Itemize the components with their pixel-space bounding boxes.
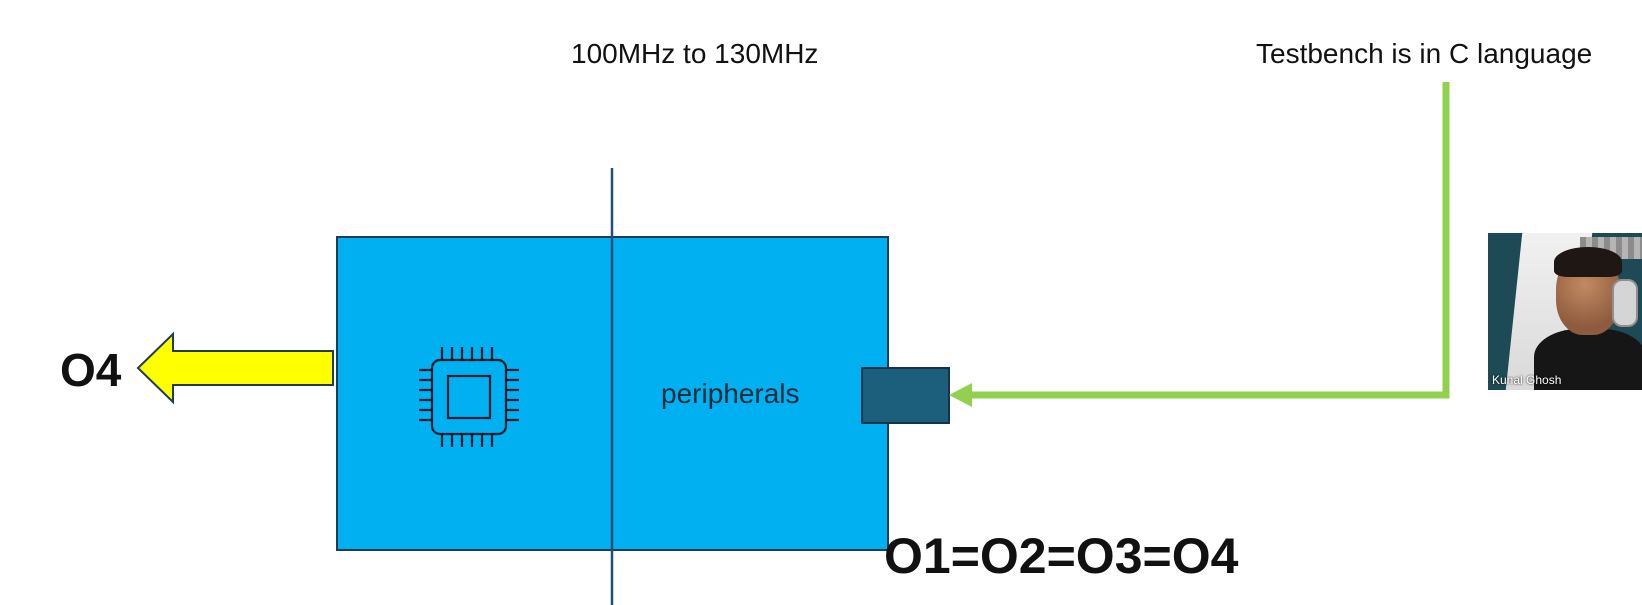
participant-video-tile[interactable]: Kunal Ghosh	[1488, 233, 1642, 390]
peripherals-label: peripherals	[661, 378, 800, 409]
headset-icon	[1612, 279, 1638, 327]
output-label: O4	[60, 344, 122, 396]
cpu-chip-icon	[419, 347, 519, 447]
peripheral-port	[861, 367, 950, 424]
frequency-label: 100MHz to 130MHz	[571, 38, 819, 69]
participant-hair	[1554, 247, 1622, 277]
participant-name: Kunal Ghosh	[1492, 373, 1562, 387]
equality-label: O1=O2=O3=O4	[884, 528, 1239, 584]
participant-body	[1534, 329, 1642, 390]
testbench-input-arrow	[949, 82, 1450, 407]
testbench-label: Testbench is in C language	[1256, 38, 1593, 69]
output-arrow	[136, 331, 334, 405]
